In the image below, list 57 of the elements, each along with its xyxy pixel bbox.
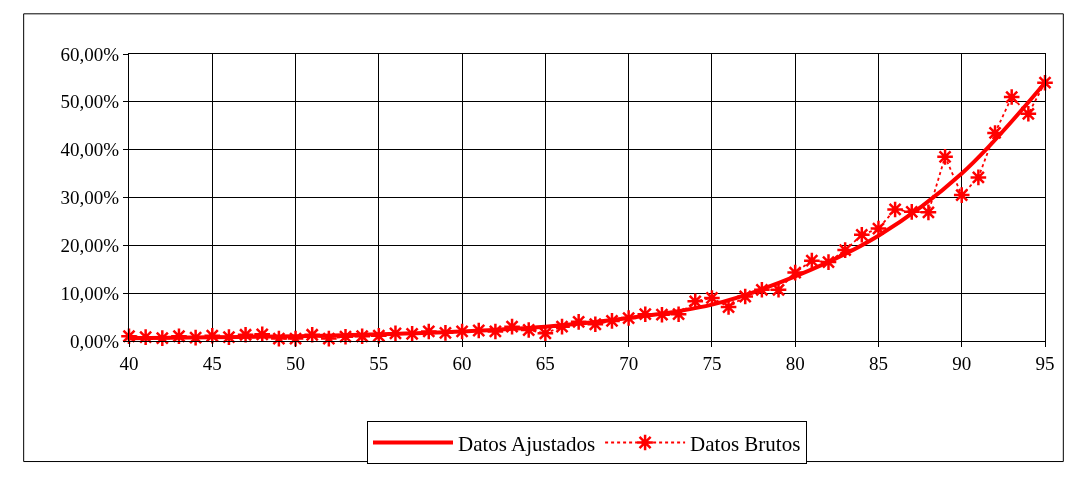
y-tick-label: 30,00% [60, 187, 120, 209]
point [969, 168, 988, 187]
point [1002, 88, 1021, 107]
legend-label: Datos Ajustados [458, 431, 596, 456]
y-tick-label: 0,00% [70, 330, 120, 352]
point [569, 312, 588, 331]
x-tick-label: 95 [1035, 352, 1055, 374]
point [236, 325, 255, 344]
point [286, 329, 305, 348]
y-tick-label: 10,00% [60, 282, 120, 304]
point [169, 327, 189, 346]
y-tick-label: 20,00% [60, 234, 120, 256]
point [802, 251, 821, 270]
x-tick-label: 90 [952, 352, 972, 374]
point [936, 147, 955, 166]
x-tick-label: 65 [535, 352, 555, 374]
x-tick-label: 80 [785, 352, 805, 374]
point [669, 305, 688, 324]
x-tick-label: 70 [619, 352, 639, 374]
point [736, 287, 755, 306]
x-tick-label: 75 [702, 352, 722, 374]
point [619, 308, 638, 328]
y-tick-label: 50,00% [60, 91, 120, 113]
legend-label: Datos Brutos [690, 431, 801, 456]
point [602, 311, 622, 330]
x-tick-label: 50 [286, 352, 306, 374]
point [203, 326, 222, 345]
point [586, 315, 605, 334]
point [269, 329, 288, 348]
x-tick-label: 55 [369, 352, 389, 374]
point [153, 329, 172, 348]
point [1019, 104, 1038, 123]
point [985, 123, 1005, 142]
point [486, 322, 505, 341]
x-tick-label: 85 [868, 352, 888, 374]
point [952, 186, 971, 205]
x-tick-label: 60 [452, 352, 472, 374]
y-tick-label: 40,00% [60, 139, 120, 161]
point [319, 329, 338, 348]
point [503, 317, 522, 336]
point [303, 325, 322, 344]
point [786, 263, 805, 282]
point [902, 202, 921, 221]
point [752, 280, 771, 299]
point [552, 317, 572, 336]
point [1035, 73, 1055, 92]
point [852, 225, 871, 244]
point [369, 326, 388, 345]
x-tick-label: 40 [119, 352, 139, 374]
y-tick-label: 60,00% [60, 43, 120, 65]
x-tick-label: 45 [202, 352, 222, 374]
point [353, 327, 372, 346]
point [919, 203, 938, 222]
point [819, 253, 838, 272]
point [886, 200, 905, 219]
point [419, 322, 438, 341]
point [519, 320, 538, 340]
